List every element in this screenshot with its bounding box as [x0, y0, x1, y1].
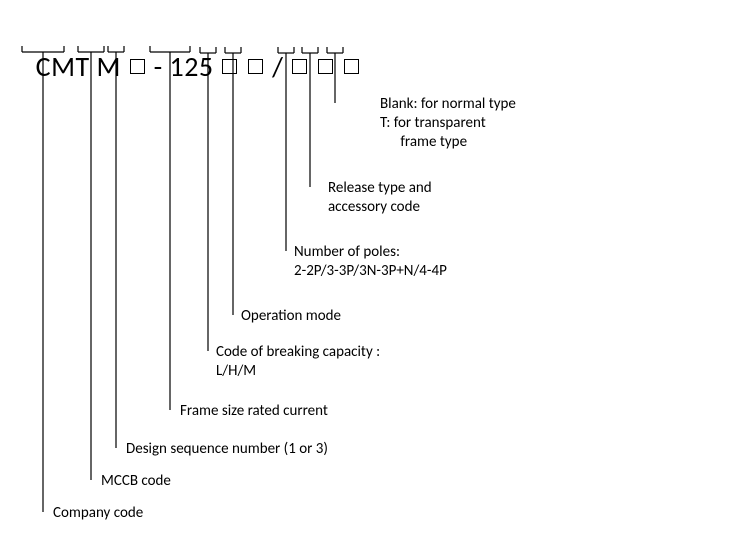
seg-release-label: Release type and accessory code	[328, 179, 432, 217]
seg-design-label: Design sequence number (1 or 3)	[126, 440, 328, 459]
seg-breaking-label: Code of breaking capacity : L/H/M	[216, 343, 380, 381]
seg-frame-label: Frame size rated current	[180, 402, 328, 421]
seg-company-label: Company code	[53, 504, 143, 523]
seg-blank-label: Blank: for normal type T: for transparen…	[380, 95, 516, 151]
seg-operation-label: Operation mode	[241, 307, 341, 326]
seg-poles-label: Number of poles: 2-2P/3-3P/3N-3P+N/4-4P	[294, 243, 447, 281]
seg-mccb-label: MCCB code	[101, 472, 171, 491]
